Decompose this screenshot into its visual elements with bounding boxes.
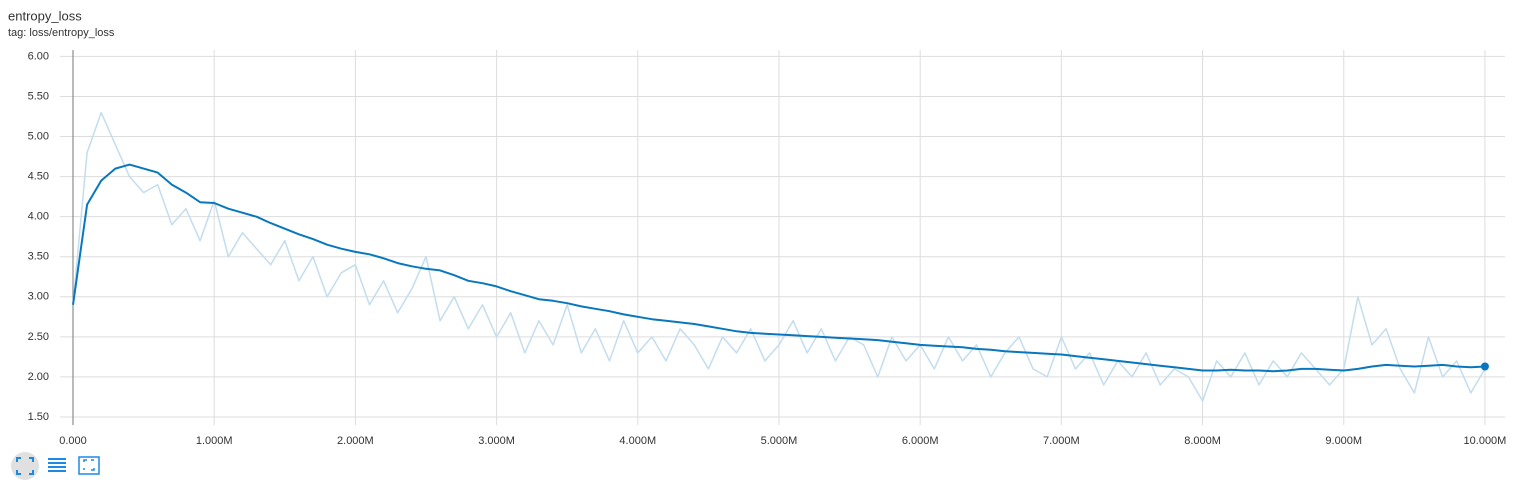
fit-icon [16,457,34,475]
plot-area: 1.50 2.00 2.50 3.00 3.50 4.00 4.50 5.00 5.50 6.00… [28,50,1507,447]
x-tick-label: 1.000M [196,435,233,447]
chart-subtitle: tag: loss/entropy_loss [8,27,115,39]
y-tick-label: 1.50 [28,411,49,423]
x-tick-label: 8.000M [1184,435,1221,447]
x-tick-label: 2.000M [337,435,374,447]
log-button[interactable] [48,458,66,472]
x-tick-label: 0.000 [59,435,87,447]
y-tick-label: 2.50 [28,331,49,343]
y-tick-label: 6.00 [28,50,49,62]
y-tick-label: 4.50 [28,171,49,183]
y-tick-label: 3.00 [28,291,49,303]
y-tick-label: 4.00 [28,211,49,223]
fit-button[interactable] [11,452,39,480]
x-tick-label: 7.000M [1043,435,1080,447]
x-tick-label: 9.000M [1325,435,1362,447]
y-tick-label: 5.50 [28,90,49,102]
x-tick-label: 10.000M [1464,435,1507,447]
x-tick-label: 6.000M [902,435,939,447]
zoom-button[interactable] [78,456,100,475]
y-tick-label: 2.00 [28,371,49,383]
last-point [1480,362,1489,371]
x-tick-label: 5.000M [761,435,798,447]
y-tick-label: 5.00 [28,130,49,142]
series-line [72,163,1486,373]
toolbar [11,452,100,480]
x-tick-label: 3.000M [478,435,515,447]
y-tick-label: 3.50 [28,251,49,263]
x-tick-label: 4.000M [619,435,656,447]
series-line [72,111,1486,402]
zoom-icon [83,459,95,471]
chart-title: entropy_loss [8,8,82,23]
